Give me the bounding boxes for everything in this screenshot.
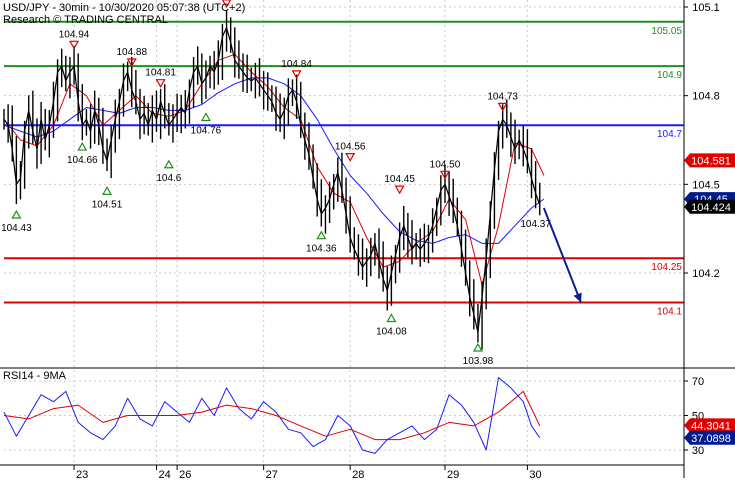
swing-low-label: 104.43: [1, 223, 32, 234]
rsi-panel-label: RSI14 - 9MA: [3, 370, 67, 382]
swing-high-label: 104.45: [384, 174, 415, 185]
swing-high-label: 104.84: [281, 59, 312, 70]
swing-low-marker: [77, 141, 88, 151]
level-label-104.1: 104.1: [657, 307, 682, 318]
x-tick-label: 24: [158, 469, 170, 480]
level-label-105.05: 105.05: [651, 26, 682, 37]
swing-low-label: 104.51: [92, 199, 123, 210]
swing-high-label: 104.81: [145, 68, 176, 79]
rsi-ma-line: [3, 390, 541, 441]
x-tick-label: 29: [447, 469, 459, 480]
swing-high-marker: [439, 170, 451, 180]
swing-high-label: 104.73: [487, 91, 518, 102]
x-tick-label: 23: [76, 469, 88, 480]
swing-high-marker: [497, 102, 508, 112]
forecast-arrow: [542, 207, 582, 303]
y-tick-label: 104.2: [692, 268, 720, 280]
rsi-y-tick-label: 30: [692, 445, 704, 457]
y-tick-label: 104.8: [692, 91, 720, 103]
chart-subtitle: Research © TRADING CENTRAL: [3, 14, 168, 26]
level-label-104.7: 104.7: [657, 129, 682, 140]
swing-high-marker: [221, 0, 232, 9]
swing-low-marker: [101, 186, 113, 195]
level-label-104.9: 104.9: [657, 70, 682, 81]
y-tick-label: 105.1: [692, 2, 720, 14]
swing-low-marker: [316, 230, 327, 240]
swing-low-label: 104.08: [376, 326, 407, 337]
rsi-badge-0-label: 44.3041: [691, 420, 731, 432]
swing-low-label: 104.76: [191, 125, 222, 136]
rsi-badge-1: [684, 430, 735, 445]
price-badge-0-label: 104.581: [691, 155, 731, 167]
swing-high-label: 104.94: [59, 29, 90, 40]
swing-high-marker: [394, 185, 405, 195]
swing-low-label: 104.66: [67, 155, 98, 166]
swing-high-marker: [345, 153, 356, 162]
swing-high-label: 104.50: [430, 159, 461, 170]
swing-low-marker: [11, 209, 22, 219]
forecast-arrow-head: [573, 292, 582, 303]
swing-low-marker: [200, 112, 211, 122]
y-tick-label: 104.5: [692, 179, 720, 191]
price-close-line: [3, 27, 541, 333]
swing-high-label: 104.56: [335, 142, 366, 153]
swing-high-marker: [291, 70, 302, 80]
swing-low-marker: [163, 159, 174, 169]
rsi-badge-1-label: 37.0898: [691, 433, 731, 445]
rsi-line: [3, 377, 541, 454]
swing-low-marker: [472, 342, 483, 352]
price-badge-2: [684, 199, 735, 214]
swing-high-marker: [69, 40, 80, 50]
swing-high-marker: [126, 58, 137, 68]
price-badge-0: [684, 153, 735, 168]
swing-low-marker: [386, 313, 397, 323]
x-tick-label: 26: [179, 469, 191, 480]
swing-high-label: 104.88: [116, 47, 147, 58]
x-tick-label: 27: [266, 469, 278, 480]
swing-low-label: 104.36: [306, 244, 337, 255]
x-tick-label: 28: [352, 469, 364, 480]
price-badge-2-label: 104.424: [691, 202, 731, 214]
x-tick-label: 30: [529, 469, 541, 480]
swing-low-label: 104.6: [156, 173, 181, 184]
rsi-badge-0: [684, 418, 735, 433]
annotation-label: 104.37: [520, 219, 551, 230]
chart-title: USD/JPY - 30min - 10/30/2020 05:07:38 (U…: [3, 2, 245, 14]
level-label-104.25: 104.25: [651, 262, 682, 273]
rsi-y-tick-label: 70: [692, 376, 704, 388]
swing-high-marker: [155, 79, 166, 88]
swing-low-label: 103.98: [463, 356, 494, 367]
